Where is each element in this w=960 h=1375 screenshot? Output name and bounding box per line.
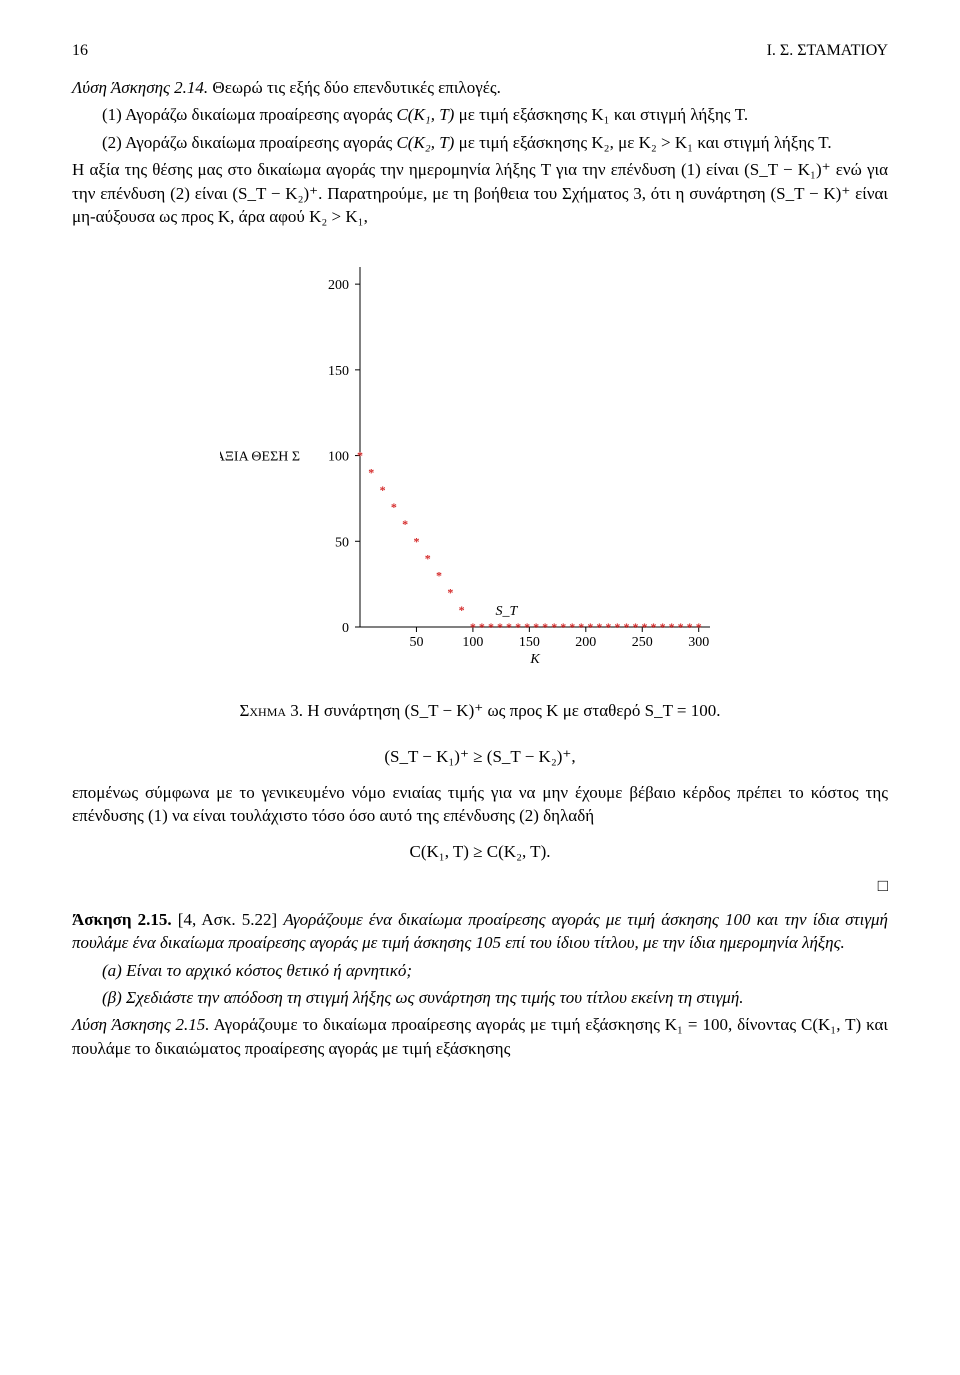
ex-b-body: Σχεδιάστε την απόδοση τη στιγμή λήξης ως… — [126, 988, 743, 1007]
figure-caption: Σχημα 3. Η συνάρτηση (S_T − K)⁺ ως προς … — [72, 701, 888, 721]
svg-text:K: K — [529, 652, 540, 667]
item-1-prefix: (1) — [102, 105, 125, 124]
svg-text:S_T: S_T — [495, 604, 518, 619]
svg-text:*: * — [560, 620, 566, 634]
svg-text:*: * — [678, 620, 684, 634]
exercise-a: (a) Είναι το αρχικό κόστος θετικό ή αρνη… — [102, 959, 888, 982]
svg-text:*: * — [368, 465, 374, 479]
ex-a-body: Είναι το αρχικό κόστος θετικό ή αρνητικό… — [126, 961, 412, 980]
svg-text:*: * — [569, 620, 575, 634]
svg-text:*: * — [506, 620, 512, 634]
item-2: (2) Αγοράζω δικαίωμα προαίρεσης αγοράς C… — [102, 131, 888, 154]
solution-2-14-lead: Λύση Άσκησης 2.14. Θεωρώ τις εξής δύο επ… — [72, 76, 888, 99]
after-paragraph: επομένως σύμφωνα με το γενικευμένο νόμο … — [72, 781, 888, 828]
svg-text:*: * — [447, 585, 453, 599]
svg-text:*: * — [614, 620, 620, 634]
svg-text:200: 200 — [328, 278, 349, 293]
svg-text:150: 150 — [519, 635, 540, 650]
svg-text:*: * — [587, 620, 593, 634]
running-title: Ι. Σ. ΣΤΑΜΑΤΙΟΥ — [767, 42, 888, 60]
exercise-b: (β) Σχεδιάστε την απόδοση τη στιγμή λήξη… — [102, 986, 888, 1009]
svg-text:0: 0 — [342, 621, 349, 636]
svg-text:*: * — [402, 517, 408, 531]
chart-container: 50 100 150 200 250 300 0 50 100 150 200 K ΑΞΙΑ ΘΕΣΗ … — [72, 247, 888, 687]
solution-2-15: Λύση Άσκησης 2.15. Αγοράζουμε το δικαίωμ… — [72, 1013, 888, 1060]
item-2-a: Αγοράζω δικαίωμα προαίρεσης αγοράς — [125, 133, 396, 152]
svg-text:ΑΞΙΑ ΘΕΣΗ Σ: ΑΞΙΑ ΘΕΣΗ Σ — [220, 449, 300, 464]
item-1: (1) Αγοράζω δικαίωμα προαίρεσης αγοράς C… — [102, 103, 888, 126]
caption-label: Σχημα 3. — [239, 701, 303, 720]
svg-text:*: * — [623, 620, 629, 634]
svg-text:150: 150 — [328, 364, 349, 379]
item-2-prefix: (2) — [102, 133, 125, 152]
svg-text:250: 250 — [632, 635, 653, 650]
item-1-b: με τιμή εξάσκησης K₁ και στιγμή λήξης T. — [454, 105, 748, 124]
exercise-label: Άσκηση 2.15. — [72, 910, 172, 929]
main-paragraph: Η αξία της θέσης μας στο δικαίωμα αγοράς… — [72, 158, 888, 228]
svg-text:*: * — [632, 620, 638, 634]
item-2-expr: C(K₂, T) — [396, 133, 454, 152]
qed-symbol: □ — [72, 876, 888, 896]
item-2-b: με τιμή εξάσκησης K₂, με K₂ > K₁ και στι… — [454, 133, 831, 152]
svg-text:*: * — [551, 620, 557, 634]
ex-a-prefix: (a) — [102, 961, 126, 980]
svg-text:200: 200 — [575, 635, 596, 650]
svg-text:*: * — [642, 620, 648, 634]
svg-text:*: * — [542, 620, 548, 634]
svg-text:*: * — [479, 620, 485, 634]
inequality-1: (S_T − K₁)⁺ ≥ (S_T − K₂)⁺, — [72, 747, 888, 767]
svg-text:*: * — [357, 448, 363, 462]
svg-text:*: * — [497, 620, 503, 634]
svg-text:*: * — [425, 551, 431, 565]
svg-text:100: 100 — [328, 449, 349, 464]
svg-text:*: * — [669, 620, 675, 634]
exercise-ref: [4, Ασκ. 5.22] — [172, 910, 284, 929]
solution-2-15-label: Λύση Άσκησης 2.15. — [72, 1015, 210, 1034]
svg-text:*: * — [533, 620, 539, 634]
svg-text:*: * — [524, 620, 530, 634]
svg-text:50: 50 — [335, 535, 349, 550]
svg-text:*: * — [488, 620, 494, 634]
page-number: 16 — [72, 42, 88, 60]
inequality-2: C(K₁, T) ≥ C(K₂, T). — [72, 842, 888, 862]
svg-text:*: * — [413, 534, 419, 548]
payoff-chart: 50 100 150 200 250 300 0 50 100 150 200 K ΑΞΙΑ ΘΕΣΗ … — [220, 247, 740, 687]
svg-text:*: * — [459, 603, 465, 617]
item-1-a: Αγοράζω δικαίωμα προαίρεσης αγοράς — [125, 105, 396, 124]
ex-b-prefix: (β) — [102, 988, 126, 1007]
svg-text:*: * — [605, 620, 611, 634]
solution-rest: Θεωρώ τις εξής δύο επενδυτικές επιλογές. — [208, 78, 501, 97]
svg-text:100: 100 — [462, 635, 483, 650]
svg-text:*: * — [578, 620, 584, 634]
item-1-expr: C(K₁, T) — [396, 105, 454, 124]
svg-text:*: * — [380, 483, 386, 497]
svg-text:*: * — [687, 620, 693, 634]
svg-text:*: * — [696, 620, 702, 634]
exercise-2-15: Άσκηση 2.15. [4, Ασκ. 5.22] Αγοράζουμε έ… — [72, 908, 888, 955]
svg-text:50: 50 — [409, 635, 423, 650]
solution-label: Λύση Άσκησης 2.14. — [72, 78, 208, 97]
svg-text:*: * — [596, 620, 602, 634]
svg-text:*: * — [660, 620, 666, 634]
svg-text:*: * — [515, 620, 521, 634]
svg-text:300: 300 — [688, 635, 709, 650]
svg-text:*: * — [391, 500, 397, 514]
caption-body: Η συνάρτηση (S_T − K)⁺ ως προς K με σταθ… — [303, 701, 720, 720]
svg-text:*: * — [651, 620, 657, 634]
svg-text:*: * — [470, 620, 476, 634]
svg-text:*: * — [436, 568, 442, 582]
